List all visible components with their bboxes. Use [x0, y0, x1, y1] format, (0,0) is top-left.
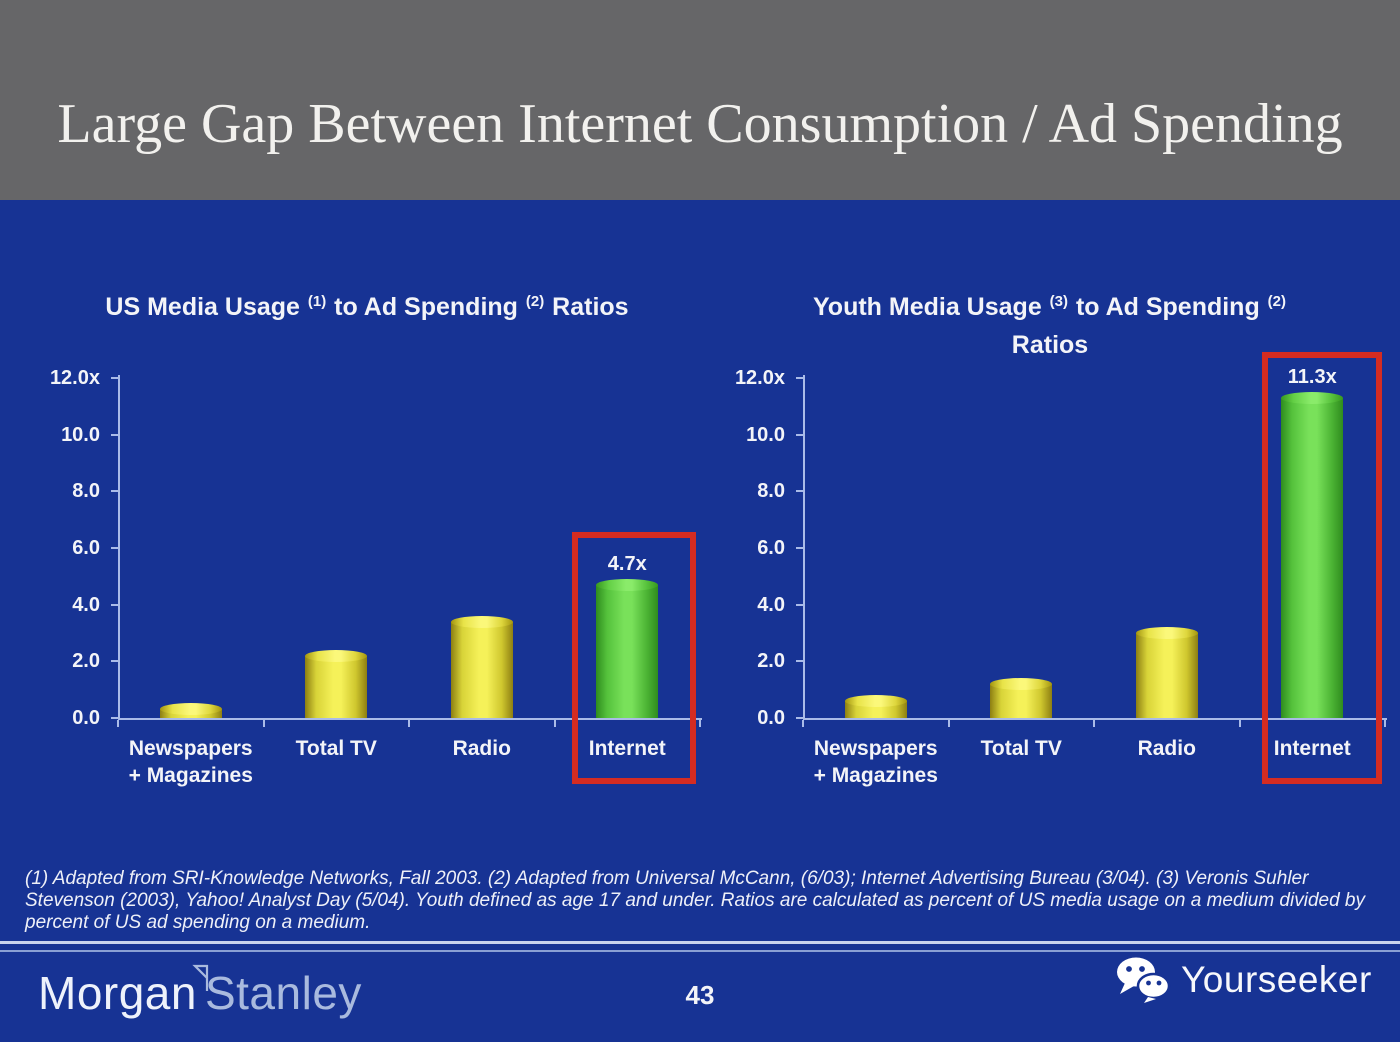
y-axis-tick-label: 12.0x — [734, 367, 785, 389]
bar-cap — [450, 616, 513, 628]
bar-cap — [990, 678, 1053, 690]
bar-cap — [159, 703, 222, 715]
y-axis-tick-label: 0.0 — [72, 707, 100, 729]
bar-value-label: 11.3x — [1287, 366, 1337, 388]
bar-cap — [305, 650, 368, 662]
x-axis-tick — [262, 720, 265, 727]
separator-line-thick — [0, 941, 1400, 944]
x-axis-line — [803, 718, 1387, 720]
y-axis-tick — [111, 717, 118, 719]
y-axis-tick-label: 0.0 — [757, 707, 785, 729]
y-axis-tick — [796, 717, 803, 719]
bar — [596, 579, 659, 718]
yourseeker-text: Yourseeker — [1181, 959, 1372, 1000]
morgan-stanley-logo: Morgan Stanley — [38, 964, 362, 1020]
y-axis-tick-label: 6.0 — [757, 537, 785, 559]
x-axis-line — [118, 718, 702, 720]
slide-header: Large Gap Between Internet Consumption /… — [0, 0, 1400, 200]
y-axis-tick-label: 2.0 — [72, 650, 100, 673]
x-axis-tick — [1238, 720, 1241, 727]
x-axis-tick — [1093, 720, 1095, 727]
bar-cap — [844, 695, 907, 707]
y-axis-tick-label: 8.0 — [72, 480, 100, 503]
bar-cap — [1135, 627, 1198, 639]
morgan-text: Morgan — [38, 967, 197, 1019]
y-axis-tick-label: 2.0 — [757, 650, 785, 673]
y-axis-tick — [111, 660, 118, 663]
y-axis-tick — [111, 547, 118, 549]
bar-value-label: 4.7x — [607, 553, 647, 575]
x-axis-label: Total TV — [295, 737, 377, 760]
x-axis-tick — [947, 720, 950, 727]
bar — [305, 650, 368, 718]
bar — [159, 703, 222, 718]
y-axis-tick — [796, 377, 803, 379]
y-axis-tick — [796, 603, 803, 606]
wechat-icon — [1117, 957, 1171, 1003]
x-axis-tick — [408, 720, 410, 727]
y-axis-tick-label: 4.0 — [757, 593, 785, 616]
x-axis-tick — [117, 720, 119, 727]
y-axis-line — [118, 375, 120, 720]
y-axis-tick — [111, 490, 118, 493]
y-axis-tick-label: 8.0 — [757, 480, 785, 503]
bar — [1135, 627, 1198, 718]
y-axis-tick — [111, 377, 118, 379]
bar — [844, 695, 907, 718]
x-axis-label: Internet — [588, 737, 666, 760]
y-axis-tick-label: 6.0 — [72, 537, 100, 559]
y-axis-tick — [796, 490, 803, 493]
chart-title: Youth Media Usage (3) to Ad Spending (2)… — [812, 293, 1287, 359]
bar — [1281, 392, 1344, 718]
y-axis-line — [803, 375, 805, 720]
bar — [450, 616, 513, 718]
x-axis-label: Newspapers + Magazines — [813, 737, 938, 787]
highlight-box — [572, 532, 696, 784]
x-axis-tick — [802, 720, 804, 727]
x-axis-label: Radio — [1137, 737, 1196, 760]
stanley-text: Stanley — [204, 967, 362, 1019]
bar — [990, 678, 1053, 718]
y-axis-tick — [796, 547, 803, 549]
chart-title: US Media Usage (1) to Ad Spending (2) Ra… — [105, 293, 629, 321]
bar-cap — [596, 579, 659, 591]
y-axis-tick — [111, 433, 118, 436]
y-axis-tick — [796, 660, 803, 663]
pennant-icon — [192, 964, 209, 991]
bar-cap — [1281, 392, 1344, 404]
x-axis-label: Total TV — [980, 737, 1062, 760]
x-axis-tick — [553, 720, 556, 727]
page-number: 43 — [685, 980, 715, 1010]
slide-title: Large Gap Between Internet Consumption /… — [57, 93, 1343, 155]
yourseeker-logo: Yourseeker — [1115, 956, 1372, 1004]
y-axis-tick — [111, 603, 118, 606]
x-axis-label: Radio — [452, 737, 511, 760]
x-axis-label: Internet — [1273, 737, 1351, 760]
y-axis-tick-label: 12.0x — [49, 367, 100, 389]
y-axis-tick — [796, 433, 803, 436]
y-axis-tick-label: 10.0 — [746, 423, 785, 446]
highlight-box — [1262, 352, 1382, 784]
x-axis-tick — [699, 720, 701, 727]
footnote: (1) Adapted from SRI-Knowledge Networks,… — [25, 868, 1365, 933]
y-axis-tick-label: 10.0 — [61, 423, 100, 446]
x-axis-tick — [1384, 720, 1386, 727]
y-axis-tick-label: 4.0 — [72, 593, 100, 616]
x-axis-label: Newspapers + Magazines — [128, 737, 253, 787]
separator-line-thin — [0, 950, 1400, 952]
